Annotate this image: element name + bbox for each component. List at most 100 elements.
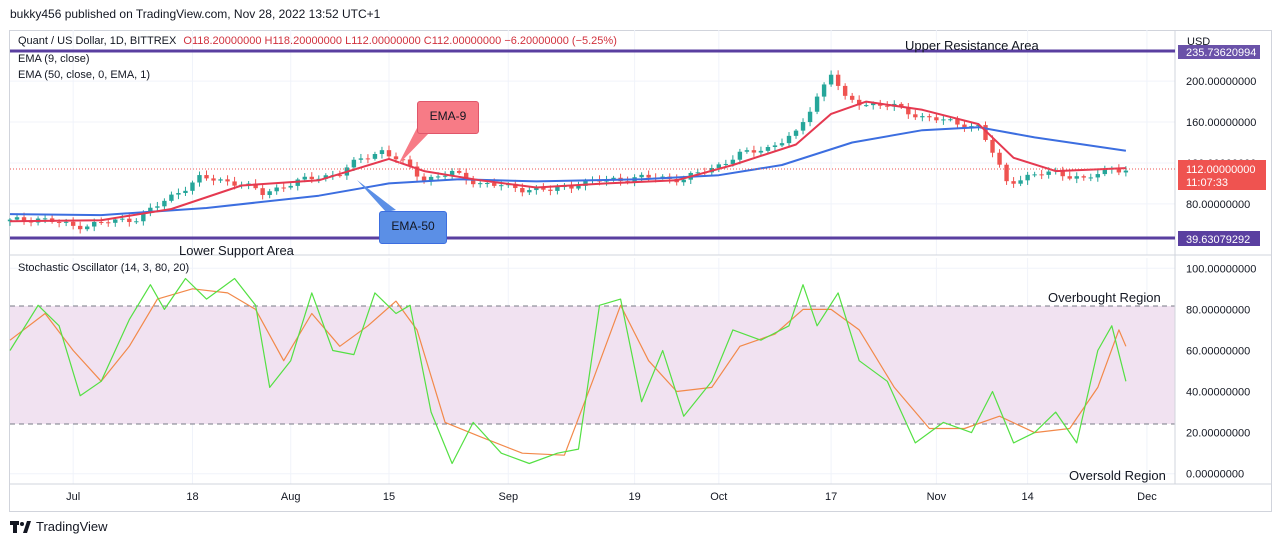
candle-body bbox=[190, 182, 195, 191]
candle-body bbox=[337, 175, 343, 177]
candle-body bbox=[983, 125, 988, 140]
candle-body bbox=[576, 185, 581, 189]
candle-body bbox=[906, 106, 911, 115]
candle-body bbox=[84, 226, 90, 230]
candle-body bbox=[435, 176, 441, 178]
candle-body bbox=[899, 103, 904, 107]
candle-body bbox=[155, 206, 160, 208]
stoch-legend[interactable]: Stochastic Oscillator (14, 3, 80, 20) bbox=[18, 262, 190, 274]
candle-body bbox=[428, 176, 434, 182]
candle-body bbox=[555, 186, 560, 191]
candle-body bbox=[913, 114, 918, 118]
candle-body bbox=[141, 212, 146, 222]
candle-body bbox=[470, 180, 476, 185]
time-axis-label: 14 bbox=[1021, 491, 1033, 503]
candle-body bbox=[1067, 176, 1072, 179]
time-axis-label: Oct bbox=[710, 491, 727, 503]
footer[interactable]: TradingView bbox=[10, 519, 108, 534]
candle-body bbox=[148, 207, 153, 213]
candle-body bbox=[1039, 174, 1044, 176]
time-axis-label: 17 bbox=[825, 491, 837, 503]
time-axis-label: 19 bbox=[628, 491, 640, 503]
candle-body bbox=[183, 190, 188, 194]
time-axis-label: 18 bbox=[186, 491, 198, 503]
stoch-band bbox=[10, 306, 1175, 424]
ema-lines bbox=[9, 100, 1127, 223]
countdown-value: 11:07:33 bbox=[1186, 177, 1228, 189]
candle-body bbox=[260, 188, 265, 195]
stoch-axis-label: 0.00000000 bbox=[1186, 469, 1244, 481]
candle-body bbox=[541, 187, 546, 190]
candle-body bbox=[253, 183, 258, 189]
candle-body bbox=[835, 74, 841, 86]
candle-body bbox=[997, 152, 1002, 165]
candle-body bbox=[492, 183, 497, 186]
candles bbox=[7, 70, 1129, 234]
ema9-legend[interactable]: EMA (9, close) bbox=[18, 53, 90, 65]
candle-body bbox=[393, 156, 399, 160]
ema9-callout-pointer bbox=[398, 126, 430, 165]
candle-body bbox=[63, 221, 69, 223]
candle-body bbox=[176, 193, 181, 195]
candle-body bbox=[21, 217, 27, 221]
candle-body bbox=[1032, 174, 1037, 176]
ema9-line bbox=[9, 100, 1126, 223]
candle-body bbox=[871, 103, 876, 106]
candle-body bbox=[513, 183, 518, 189]
candle-body bbox=[842, 85, 848, 96]
ema50-callout: EMA-50 bbox=[379, 211, 447, 244]
stoch-axis: 100.00000000 80.00000000 60.00000000 40.000… bbox=[1186, 263, 1256, 480]
candle-body bbox=[386, 150, 392, 157]
candle-body bbox=[934, 117, 939, 121]
candle-body bbox=[309, 176, 314, 180]
candle-body bbox=[120, 218, 125, 220]
candle-body bbox=[99, 221, 104, 223]
candle-body bbox=[920, 116, 925, 118]
candle-body bbox=[548, 189, 553, 191]
candle-body bbox=[485, 183, 490, 185]
upper-resistance-label: Upper Resistance Area bbox=[905, 38, 1039, 53]
candle-body bbox=[758, 150, 764, 153]
candle-body bbox=[885, 105, 890, 107]
candle-body bbox=[77, 225, 83, 230]
time-axis-label: Dec bbox=[1137, 491, 1157, 503]
candle-body bbox=[1088, 177, 1093, 179]
time-axis-label: Jul bbox=[66, 491, 80, 503]
candle-body bbox=[821, 84, 827, 97]
candle-body bbox=[1081, 176, 1086, 178]
support-axis-tag bbox=[1178, 231, 1260, 246]
candle-body bbox=[723, 163, 729, 165]
resistance-axis-tag bbox=[1178, 45, 1260, 59]
stoch-k-line bbox=[9, 277, 1127, 465]
candle-body bbox=[1060, 169, 1065, 177]
candle-body bbox=[1004, 164, 1009, 182]
candle-body bbox=[807, 111, 813, 123]
time-axis-label: Aug bbox=[281, 491, 301, 503]
price-axis: 200.00000000160.00000000120.0000000080.0… bbox=[1186, 76, 1256, 211]
footer-brand: TradingView bbox=[36, 519, 108, 534]
support-axis-value: 39.63079292 bbox=[1186, 234, 1250, 246]
candle-body bbox=[274, 187, 279, 192]
time-axis-label: Nov bbox=[927, 491, 947, 503]
candle-body bbox=[927, 116, 932, 118]
price-axis-label: 160.00000000 bbox=[1186, 117, 1256, 129]
candle-body bbox=[106, 222, 111, 224]
candle-body bbox=[681, 179, 686, 183]
tradingview-logo-icon bbox=[10, 520, 31, 533]
candle-body bbox=[737, 151, 743, 160]
candle-body bbox=[828, 74, 834, 85]
symbol-title: Quant / US Dollar, 1D, BITTREX bbox=[18, 35, 177, 47]
ema50-line bbox=[9, 126, 1127, 217]
candle-body bbox=[225, 179, 230, 182]
last-price-value: 112.00000000 bbox=[1186, 164, 1256, 176]
candle-body bbox=[520, 188, 525, 193]
lower-support-label: Lower Support Area bbox=[179, 243, 295, 258]
candle-body bbox=[716, 164, 722, 169]
candle-body bbox=[442, 175, 448, 177]
ema50-legend[interactable]: EMA (50, close, 0, EMA, 1) bbox=[18, 69, 151, 81]
candle-body bbox=[134, 221, 139, 223]
time-axis: Jul 18 Aug 15 Sep 19 Oct 17 Nov 14 Dec bbox=[66, 491, 1157, 503]
candle-body bbox=[856, 99, 862, 106]
candle-body bbox=[765, 147, 771, 151]
